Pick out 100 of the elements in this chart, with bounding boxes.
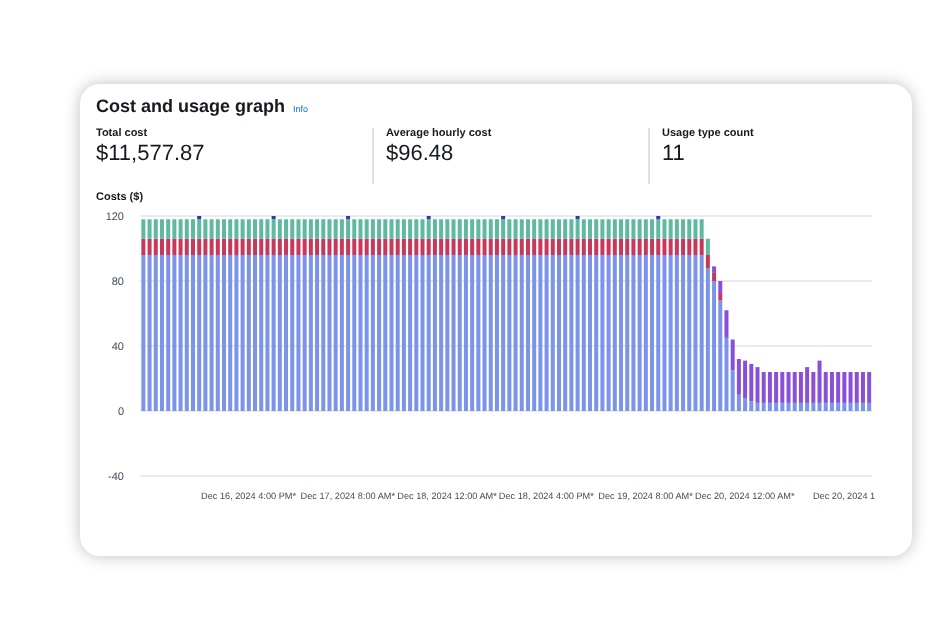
- bar: [370, 238, 375, 255]
- bar: [457, 238, 462, 255]
- bar: [798, 372, 803, 403]
- bar: [860, 402, 865, 411]
- bar: [315, 219, 320, 239]
- bar: [308, 238, 313, 255]
- bar: [519, 238, 524, 255]
- bar: [426, 255, 431, 411]
- bar: [265, 238, 270, 255]
- bar: [296, 219, 301, 239]
- bar: [767, 402, 772, 411]
- bar: [141, 255, 146, 411]
- bar: [234, 238, 239, 255]
- text: 11: [662, 142, 687, 166]
- bar: [159, 238, 164, 255]
- bar: [532, 238, 537, 255]
- bar: [501, 219, 506, 239]
- bar: [619, 238, 624, 255]
- bar: [246, 238, 251, 255]
- bar: [259, 255, 264, 411]
- bar: [854, 372, 859, 403]
- bar: [693, 255, 698, 411]
- bar: [414, 219, 419, 239]
- bar: [476, 219, 481, 239]
- bar: [377, 219, 382, 239]
- bar: [284, 219, 289, 239]
- bar: [420, 255, 425, 411]
- bar: [277, 255, 282, 411]
- bar: [203, 255, 208, 411]
- bar: [321, 238, 326, 255]
- bar: [817, 360, 822, 403]
- bar: [197, 219, 202, 239]
- bar: [401, 238, 406, 255]
- bar: [321, 255, 326, 411]
- bar: [203, 238, 208, 255]
- bar: [290, 255, 295, 411]
- bar: [346, 219, 351, 239]
- bar: [395, 255, 400, 411]
- text: $96.48: [386, 142, 456, 166]
- bar: [668, 255, 673, 411]
- bar: [743, 360, 748, 398]
- bar: [451, 255, 456, 411]
- bar: [755, 367, 760, 403]
- bar: [811, 402, 816, 411]
- bar: [190, 255, 195, 411]
- bar: [650, 255, 655, 411]
- bar: [724, 310, 729, 338]
- bar: [656, 255, 661, 411]
- bar: [333, 255, 338, 411]
- bar: [445, 255, 450, 411]
- bar: [836, 372, 841, 403]
- bar: [339, 238, 344, 255]
- bar: [513, 238, 518, 255]
- bar: [569, 238, 574, 255]
- bar: [414, 255, 419, 411]
- bar: [147, 238, 152, 255]
- bar: [594, 219, 599, 239]
- bar: [153, 238, 158, 255]
- bar: [308, 255, 313, 411]
- bar: [439, 238, 444, 255]
- bar: [588, 238, 593, 255]
- bar: [197, 238, 202, 255]
- bar: [538, 255, 543, 411]
- bar: [699, 219, 704, 239]
- bar: [507, 238, 512, 255]
- bar: [414, 238, 419, 255]
- bar: [197, 255, 202, 411]
- bar: [457, 219, 462, 239]
- bar: [265, 255, 270, 411]
- bar: [277, 238, 282, 255]
- bar: [147, 255, 152, 411]
- bar: [625, 255, 630, 411]
- bar: [556, 255, 561, 411]
- bar: [184, 238, 189, 255]
- bar: [482, 238, 487, 255]
- bar: [780, 372, 785, 403]
- bar: [594, 255, 599, 411]
- bar: [166, 219, 171, 239]
- bar: [854, 402, 859, 411]
- bar: [544, 255, 549, 411]
- bar: [358, 219, 363, 239]
- bar: [259, 219, 264, 239]
- bar: [476, 238, 481, 255]
- bar: [761, 372, 766, 403]
- bar: [631, 219, 636, 239]
- bar: [377, 255, 382, 411]
- bar: [364, 255, 369, 411]
- bar: [439, 219, 444, 239]
- bar: [370, 255, 375, 411]
- bar: [550, 255, 555, 411]
- bar: [637, 219, 642, 239]
- bar: [699, 238, 704, 255]
- bar: [681, 255, 686, 411]
- bar: [451, 219, 456, 239]
- bar: [556, 219, 561, 239]
- bar: [166, 238, 171, 255]
- bar: [240, 255, 245, 411]
- bar: [302, 238, 307, 255]
- bar: [215, 255, 220, 411]
- bar: [383, 219, 388, 239]
